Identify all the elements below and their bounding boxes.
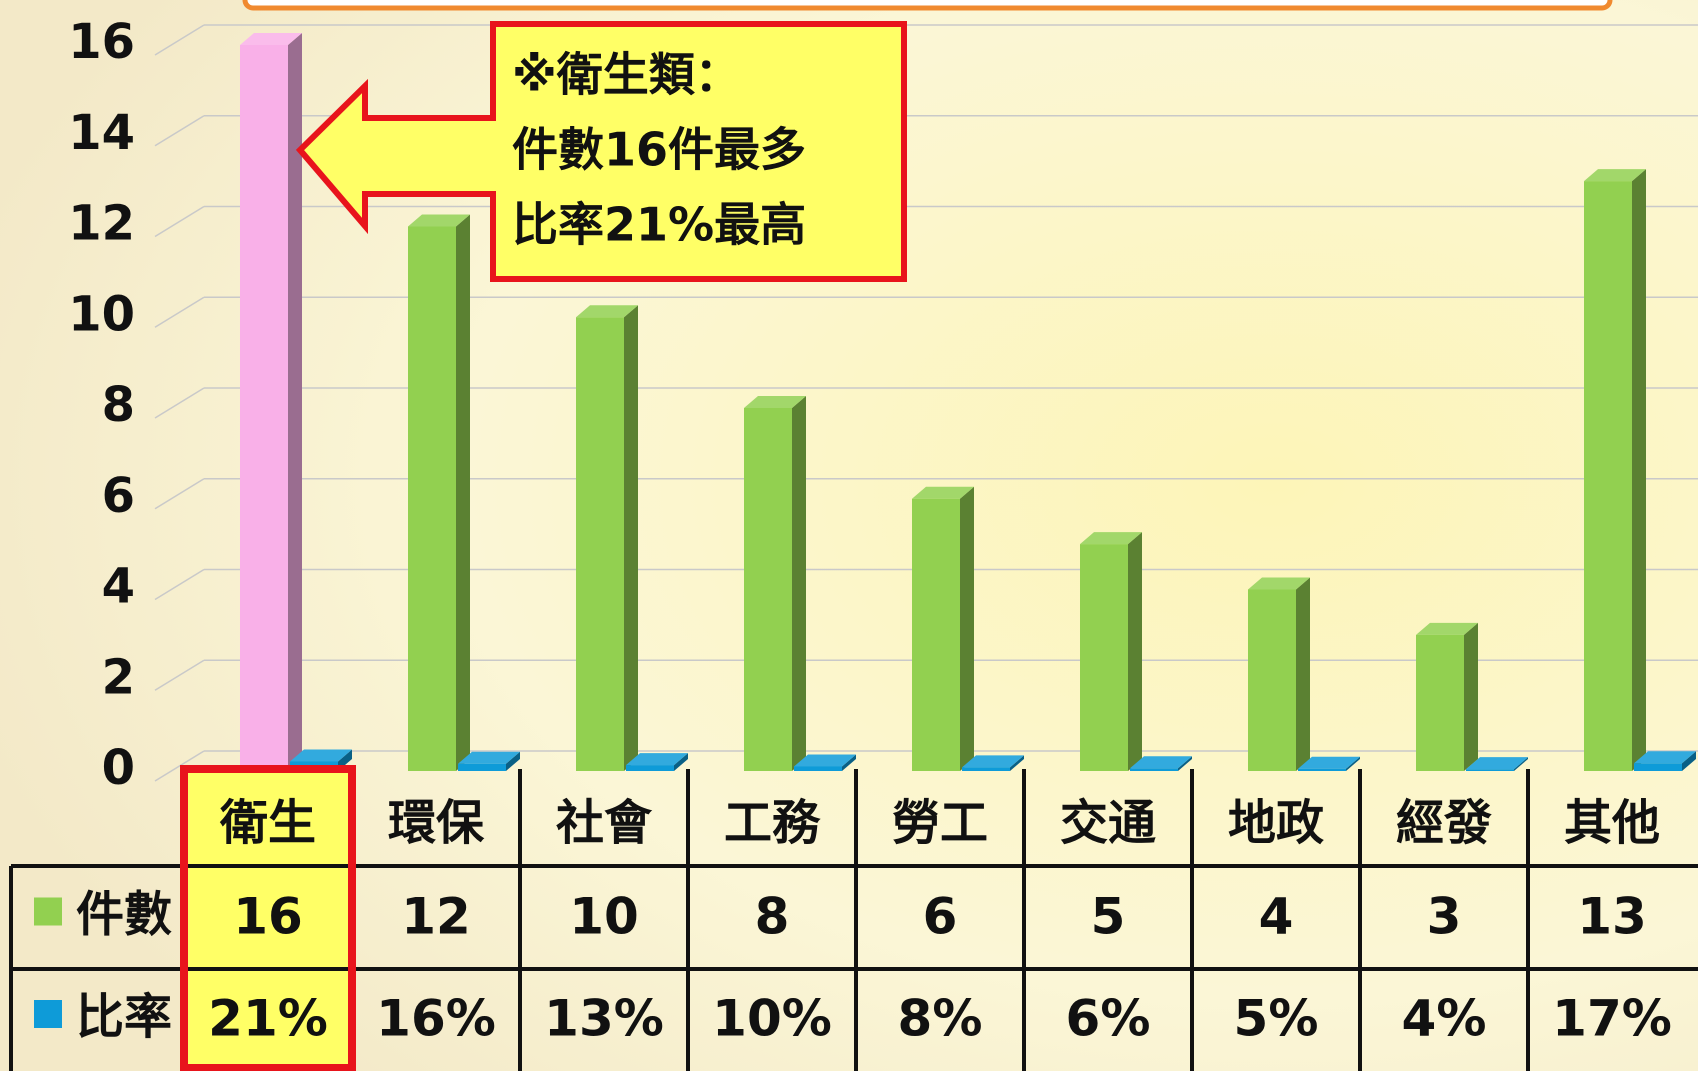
category-label: 衛生 bbox=[219, 795, 316, 851]
count-cell: 10 bbox=[569, 888, 639, 946]
annotation-line: ※衛生類： bbox=[512, 48, 741, 102]
annotation-line: 件數16件最多 bbox=[512, 123, 806, 177]
bar-side bbox=[792, 396, 806, 771]
bar bbox=[744, 408, 792, 771]
y-tick-label: 4 bbox=[102, 559, 135, 615]
y-tick-label: 14 bbox=[68, 105, 135, 161]
legend-swatch bbox=[34, 1000, 62, 1028]
y-tick-label: 12 bbox=[68, 196, 135, 252]
y-tick-label: 6 bbox=[102, 468, 135, 524]
bar bbox=[794, 766, 842, 771]
category-label: 交通 bbox=[1060, 795, 1156, 851]
category-label: 其他 bbox=[1564, 795, 1660, 851]
category-label: 勞工 bbox=[892, 795, 988, 851]
y-tick-label: 0 bbox=[102, 740, 135, 796]
page: 0 2 4 6 8 10 12 14 16 衛生 16 21% 環保 12 16% 社會 10 13% 工務 8 10… bbox=[0, 0, 1698, 1071]
rate-cell: 5% bbox=[1234, 990, 1319, 1048]
count-cell: 8 bbox=[755, 888, 790, 946]
bar-side bbox=[288, 33, 302, 771]
data-table: 衛生 16 21% 環保 12 16% 社會 10 13% 工務 8 10% 勞工 6 8% 交通 5 6% 地政 4… bbox=[11, 769, 1698, 1071]
category-label: 經發 bbox=[1396, 795, 1492, 851]
rate-cell: 16% bbox=[376, 990, 496, 1048]
rate-cell: 17% bbox=[1552, 990, 1672, 1048]
bar bbox=[1416, 635, 1464, 771]
legend-swatch bbox=[34, 898, 62, 926]
rate-cell: 6% bbox=[1066, 990, 1151, 1048]
bar bbox=[962, 767, 1010, 771]
bar bbox=[408, 227, 456, 772]
y-tick-label: 10 bbox=[68, 286, 135, 342]
bar-side bbox=[1128, 532, 1142, 771]
legend-label: 比率 bbox=[76, 989, 172, 1045]
bar-side bbox=[624, 305, 638, 771]
category-label: 工務 bbox=[724, 795, 821, 851]
bar-side bbox=[1632, 169, 1646, 771]
bar-side bbox=[1464, 623, 1478, 771]
y-tick-label: 8 bbox=[102, 377, 135, 433]
rate-cell: 13% bbox=[544, 990, 664, 1048]
bar bbox=[1248, 590, 1296, 772]
rate-cell: 21% bbox=[208, 990, 328, 1048]
count-cell: 6 bbox=[923, 888, 958, 946]
bar-side bbox=[456, 215, 470, 772]
category-label: 地政 bbox=[1228, 795, 1324, 851]
bar bbox=[1130, 768, 1178, 771]
rate-cell: 10% bbox=[712, 990, 832, 1048]
bar bbox=[1298, 769, 1346, 771]
rate-cell: 4% bbox=[1402, 990, 1487, 1048]
count-cell: 13 bbox=[1577, 888, 1647, 946]
count-cell: 4 bbox=[1259, 888, 1294, 946]
bar bbox=[576, 317, 624, 771]
legend-label: 件數 bbox=[76, 887, 172, 943]
bar-side bbox=[1296, 578, 1310, 772]
annotation-line: 比率21%最高 bbox=[512, 198, 806, 252]
bar bbox=[458, 764, 506, 771]
bar bbox=[912, 499, 960, 771]
bar-side bbox=[960, 487, 974, 771]
count-cell: 5 bbox=[1091, 888, 1126, 946]
rate-cell: 8% bbox=[898, 990, 983, 1048]
count-cell: 3 bbox=[1427, 888, 1462, 946]
bar bbox=[1584, 181, 1632, 771]
count-cell: 16 bbox=[233, 888, 303, 946]
bar bbox=[1466, 769, 1514, 771]
bar bbox=[1080, 544, 1128, 771]
top-banner bbox=[245, 0, 1610, 8]
bar bbox=[240, 45, 288, 771]
bar bbox=[626, 765, 674, 771]
chart: 0 2 4 6 8 10 12 14 16 衛生 16 21% 環保 12 16% 社會 10 13% 工務 8 10… bbox=[0, 0, 1698, 1071]
bar bbox=[1634, 763, 1682, 771]
category-label: 環保 bbox=[388, 795, 485, 851]
y-tick-label: 16 bbox=[68, 14, 135, 70]
y-tick-label: 2 bbox=[102, 649, 135, 705]
category-label: 社會 bbox=[556, 795, 653, 851]
count-cell: 12 bbox=[401, 888, 471, 946]
